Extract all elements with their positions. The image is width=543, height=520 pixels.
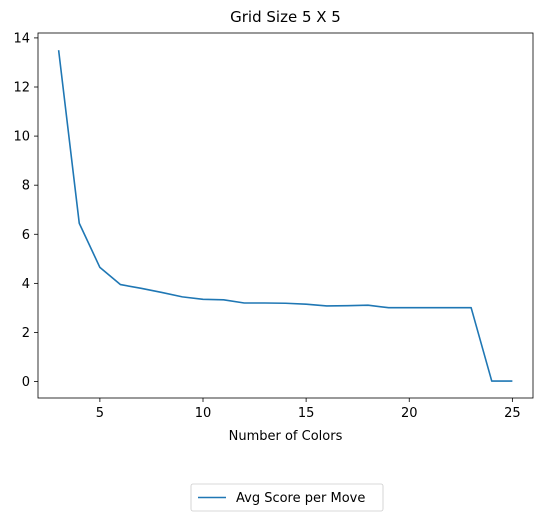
legend: Avg Score per Move — [190, 483, 384, 512]
legend-box — [190, 483, 384, 512]
y-tick-label: 4 — [22, 277, 30, 292]
legend-label: Avg Score per Move — [236, 491, 365, 506]
x-tick-label: 10 — [195, 406, 212, 421]
x-tick-label: 5 — [96, 406, 104, 421]
plot-area-frame — [37, 32, 534, 399]
chart-title: Grid Size 5 X 5 — [230, 8, 341, 26]
x-axis-label: Number of Colors — [229, 429, 343, 444]
y-tick-label: 10 — [13, 130, 30, 145]
plot-series — [57, 50, 513, 382]
y-tick-label: 0 — [22, 375, 30, 390]
x-tick-label: 20 — [401, 406, 418, 421]
y-tick-label: 6 — [22, 228, 30, 243]
y-tick-label: 8 — [22, 179, 30, 194]
y-axis: 0 2 4 6 8 10 12 14 — [13, 31, 38, 390]
series-line — [57, 50, 513, 382]
y-tick-label: 14 — [13, 31, 30, 46]
y-tick-label: 2 — [22, 326, 30, 341]
x-tick-label: 25 — [504, 406, 521, 421]
x-tick-label: 15 — [298, 406, 315, 421]
y-tick-label: 12 — [13, 81, 30, 96]
x-axis: 5 10 15 20 25 — [96, 398, 521, 421]
